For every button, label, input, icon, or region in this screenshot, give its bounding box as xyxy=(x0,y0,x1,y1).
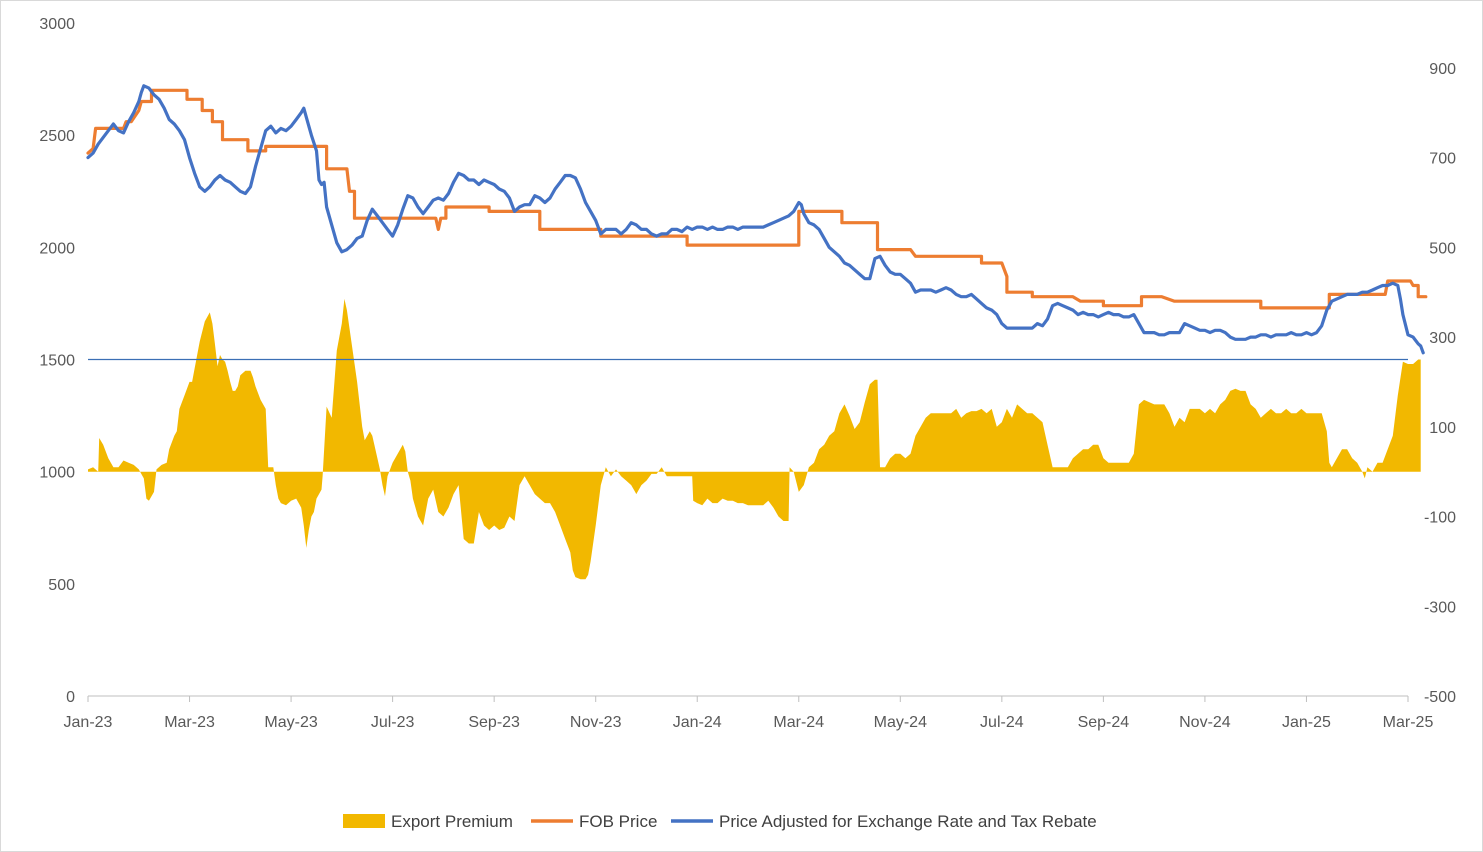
x-tick-label: Mar-24 xyxy=(773,714,824,731)
x-tick-label: Jan-25 xyxy=(1282,714,1331,731)
price-adjusted-for-exchange-rate-and-tax-rebate-line xyxy=(86,84,1425,355)
x-tick-label: May-24 xyxy=(874,714,927,731)
x-tick-label: Mar-23 xyxy=(164,714,215,731)
y-right-tick-label: -100 xyxy=(1424,510,1456,527)
y-left-tick-label: 1000 xyxy=(39,465,75,482)
y-right-tick-label: 100 xyxy=(1429,420,1456,437)
x-tick-label: Nov-23 xyxy=(570,714,622,731)
fob-price-line xyxy=(86,88,1428,310)
x-tick-label: Sep-23 xyxy=(468,714,520,731)
price-lines-group xyxy=(86,84,1428,355)
axes-group: Jan-23 Mar-23 May-23 Jul-23 Sep-23 Nov-23 Jan-… xyxy=(39,16,1456,731)
x-tick-label: Jan-24 xyxy=(673,714,722,731)
y-left-tick-label: 1500 xyxy=(39,353,75,370)
y-left-tick-label: 0 xyxy=(66,689,75,706)
legend: Export Premium FOB Price Price Adjusted fo… xyxy=(343,812,1097,831)
y-right-tick-label: -500 xyxy=(1424,689,1456,706)
legend-label-export-premium: Export Premium xyxy=(391,812,513,831)
x-tick-label: Sep-24 xyxy=(1078,714,1130,731)
x-tick-label: Jan-23 xyxy=(64,714,113,731)
x-tick-label: Nov-24 xyxy=(1179,714,1231,731)
x-tick-label: May-23 xyxy=(264,714,317,731)
legend-label-fob-price: FOB Price xyxy=(579,812,657,831)
y-left-tick-label: 500 xyxy=(48,577,75,594)
y-right-tick-label: 700 xyxy=(1429,151,1456,168)
y-right-tick-label: 500 xyxy=(1429,240,1456,257)
x-tick-label: Mar-25 xyxy=(1383,714,1434,731)
y-left-tick-label: 2000 xyxy=(39,240,75,257)
y-right-tick-label: -300 xyxy=(1424,599,1456,616)
export-premium-area-group xyxy=(88,298,1421,580)
y-right-tick-label: 300 xyxy=(1429,330,1456,347)
y-left-tick-label: 3000 xyxy=(39,16,75,33)
x-tick-label: Jul-24 xyxy=(980,714,1024,731)
y-right-tick-label: 900 xyxy=(1429,61,1456,78)
legend-label-price-adjusted-for-exchange-rate-and-tax-rebate: Price Adjusted for Exchange Rate and Tax… xyxy=(719,812,1097,831)
y-left-tick-label: 2500 xyxy=(39,128,75,145)
x-tick-label: Jul-23 xyxy=(371,714,415,731)
legend-swatch-export-premium xyxy=(343,814,385,828)
export-premium-area xyxy=(88,298,1421,580)
